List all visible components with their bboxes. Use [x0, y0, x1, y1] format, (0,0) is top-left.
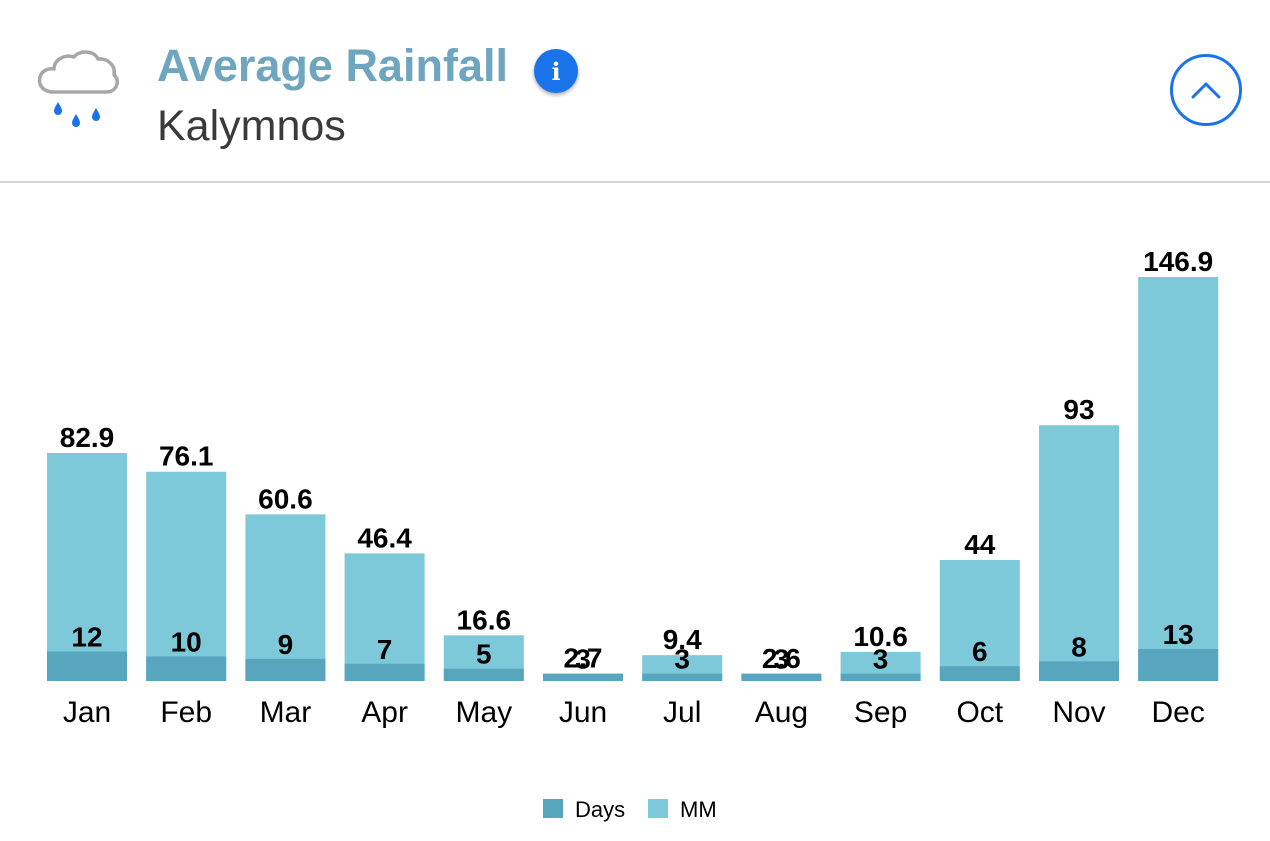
chevron-up-icon: [1191, 82, 1221, 99]
x-tick-label: Jun: [559, 696, 607, 729]
data-label-mm: 44: [964, 529, 996, 560]
info-icon: i: [551, 56, 561, 86]
rain-cloud-icon: [37, 50, 120, 127]
bar-days-mar: [245, 658, 326, 681]
bar-days-oct: [939, 666, 1020, 681]
bar-days-nov: [1039, 661, 1119, 681]
data-label-mm: 2.7: [564, 643, 603, 674]
data-label-days: 6: [972, 636, 988, 667]
data-label-mm: 60.6: [258, 483, 313, 514]
data-label-days: 13: [1163, 619, 1194, 650]
bar-mm-jan: [47, 453, 127, 681]
x-tick-label: Sep: [854, 696, 907, 729]
data-label-days: 5: [476, 639, 492, 670]
page-title: Average Rainfall: [157, 40, 508, 91]
bar-days-apr: [344, 663, 425, 681]
bar-mm-feb: [146, 471, 227, 681]
widget-header: Average Rainfall Kalymnos i: [0, 0, 1270, 183]
legend-label-mm[interactable]: MM: [680, 797, 717, 822]
data-label-days: 10: [171, 626, 202, 657]
data-label-days: 3: [575, 644, 591, 675]
data-label-days: 3: [774, 644, 790, 675]
data-label-mm: 146.9: [1143, 246, 1213, 277]
x-tick-label: Oct: [956, 696, 1003, 729]
data-label-mm: 82.9: [60, 422, 115, 453]
bar-mm-mar: [245, 514, 326, 681]
data-label-mm: 16.6: [457, 604, 512, 635]
data-label-mm: 93: [1063, 394, 1094, 425]
data-label-mm: 9.4: [663, 624, 702, 655]
bar-mm-dec: [1138, 277, 1219, 681]
x-tick-label: May: [455, 696, 512, 729]
bar-days-feb: [146, 656, 227, 681]
x-tick-label: Nov: [1052, 696, 1105, 729]
chart-svg: 82.9 12 Jan 76.1 10 Feb 60.6 9 Mar 46.4 7 Apr 16.6 5 M…: [47, 246, 1219, 822]
bar-days-sep: [840, 673, 921, 681]
bar-mm-nov: [1039, 425, 1119, 681]
legend-swatch-mm: [648, 799, 668, 818]
bar-days-jan: [47, 651, 127, 681]
location-subtitle: Kalymnos: [157, 102, 346, 150]
data-label-days: 12: [71, 621, 102, 652]
data-label-mm: 46.4: [357, 522, 412, 553]
collapse-button[interactable]: [1170, 54, 1242, 126]
bar-mm-apr: [344, 553, 425, 681]
bar-days-jul: [642, 673, 723, 681]
data-label-days: 8: [1071, 631, 1087, 662]
bar-mm-oct: [939, 559, 1020, 681]
legend-swatch-days: [543, 799, 563, 818]
x-tick-label: Jul: [663, 696, 701, 729]
bar-days-aug: [741, 673, 822, 681]
info-button[interactable]: i: [534, 49, 578, 93]
rainfall-chart: 82.9 12 Jan 76.1 10 Feb 60.6 9 Mar 46.4 7 Apr 16.6 5 M…: [0, 185, 1270, 836]
x-tick-label: Feb: [160, 696, 212, 729]
data-label-days: 9: [278, 629, 294, 660]
bar-days-may: [443, 668, 524, 681]
x-tick-label: Aug: [755, 696, 808, 729]
bar-days-dec: [1138, 649, 1219, 681]
x-tick-label: Jan: [63, 696, 111, 729]
data-label-days: 3: [873, 644, 889, 675]
legend-label-days[interactable]: Days: [575, 797, 625, 822]
data-label-mm: 76.1: [159, 441, 214, 472]
data-label-mm: 10.6: [853, 621, 908, 652]
data-label-days: 3: [674, 644, 690, 675]
x-tick-label: Apr: [361, 696, 408, 729]
data-label-days: 7: [377, 634, 393, 665]
bar-days-jun: [543, 673, 623, 681]
x-tick-label: Mar: [260, 696, 312, 729]
x-tick-label: Dec: [1152, 696, 1205, 729]
data-label-mm: 2.6: [762, 643, 801, 674]
